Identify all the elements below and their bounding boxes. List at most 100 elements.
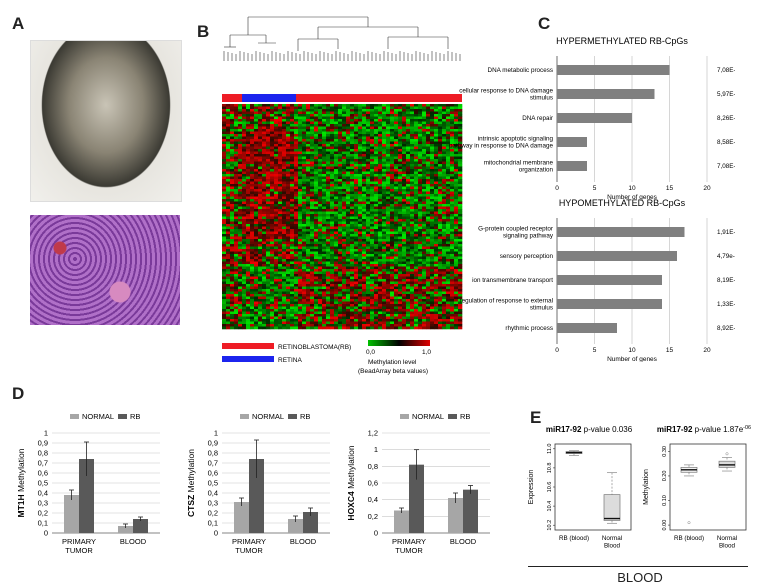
heatmap-cell [430,121,435,125]
heatmap-cell [234,189,239,192]
heatmap-cell [334,106,339,110]
heatmap-cell [314,206,319,210]
heatmap-cell [334,231,339,235]
heatmap-cell [306,284,311,287]
heatmap-cell [250,286,255,290]
heatmap-cell [402,119,407,122]
heatmap-cell [422,106,427,110]
heatmap-cell [350,289,355,292]
heatmap-cell [362,134,367,137]
heatmap-cell [382,306,387,310]
heatmap-cell [410,149,415,152]
heatmap-cell [302,209,307,212]
heatmap-cell [426,186,431,190]
heatmap-cell [246,261,251,265]
heatmap-cell [390,294,395,297]
heatmap-cell [350,271,355,275]
heatmap-cell [246,169,251,172]
heatmap-cell [414,231,419,235]
heatmap-cell [238,119,243,122]
heatmap-cell [254,141,259,145]
heatmap-cell [374,119,379,122]
heatmap-cell [410,154,415,157]
heatmap-cell [390,211,395,215]
heatmap-cell [278,199,283,202]
heatmap-cell [434,111,439,115]
heatmap-cell [306,104,311,107]
heatmap-cell [266,126,271,130]
heatmap-cell [318,156,323,160]
heatmap-cell [242,141,247,145]
heatmap-cell [418,234,423,237]
heatmap-cell [434,226,439,230]
heatmap-cell [270,259,275,262]
heatmap-cell [338,186,343,190]
heatmap-cell [306,184,311,187]
heatmap-cell [382,109,387,112]
heatmap-cell [394,124,399,127]
heatmap-cell [458,264,463,267]
heatmap-cell [422,149,427,152]
heatmap-cell [326,186,331,190]
heatmap-cell [250,174,255,177]
heatmap-cell [306,286,311,290]
heatmap-cell [450,286,455,290]
heatmap-cell [402,274,407,277]
heatmap-cell [378,186,383,190]
heatmap-cell [318,286,323,290]
heatmap-cell [358,114,363,117]
heatmap-cell [378,181,383,185]
heatmap-cell [254,229,259,232]
heatmap-cell [270,224,275,227]
heatmap-cell [246,304,251,307]
heatmap-cell [226,199,231,202]
heatmap-cell [254,196,259,200]
heatmap-cell [406,286,411,290]
heatmap-cell [242,194,247,197]
heatmap-cell [378,124,383,127]
heatmap-cell [318,266,323,270]
heatmap-cell [438,184,443,187]
heatmap-cell [414,261,419,265]
heatmap-cell [370,109,375,112]
heatmap-cell [278,301,283,305]
heatmap-cell [318,149,323,152]
heatmap-cell [438,194,443,197]
heatmap-cell [226,276,231,280]
heatmap-cell [454,184,459,187]
heatmap-cell [378,179,383,182]
heatmap-cell [310,204,315,207]
heatmap-cell [374,236,379,240]
heatmap-cell [322,126,327,130]
heatmap-cell [230,289,235,292]
heatmap-cell [250,291,255,295]
heatmap-cell [370,179,375,182]
heatmap-cell [358,106,363,110]
heatmap-cell [222,221,227,225]
heatmap-cell [298,144,303,147]
heatmap-cell [358,181,363,185]
heatmap-cell [370,111,375,115]
heatmap-cell [418,151,423,155]
heatmap-cell [306,216,311,220]
heatmap-cell [326,211,331,215]
heatmap-cell [382,134,387,137]
heatmap-cell [414,236,419,240]
heatmap-cell [374,304,379,307]
heatmap-cell [394,109,399,112]
heatmap-cell [402,219,407,222]
heatmap-cell [274,141,279,145]
heatmap-cell [398,199,403,202]
heatmap-cell [434,219,439,222]
heatmap-cell [294,181,299,185]
heatmap-cell [258,159,263,162]
heatmap-cell [346,159,351,162]
heatmap-cell [354,204,359,207]
heatmap-cell [398,201,403,205]
heatmap-cell [286,189,291,192]
heatmap-cell [334,306,339,310]
heatmap-cell [238,124,243,127]
heatmap-cell [262,296,267,300]
heatmap-cell [338,216,343,220]
heatmap-cell [362,166,367,170]
